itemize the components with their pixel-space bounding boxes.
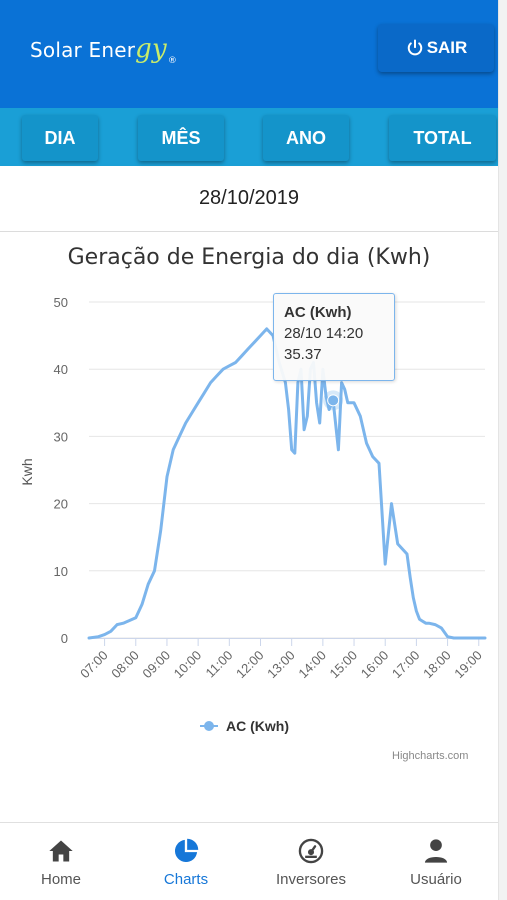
x-tick-label: 11:00: [203, 648, 236, 681]
x-tick-label: 15:00: [327, 648, 361, 682]
chart-tooltip: AC (Kwh) 28/10 14:20 35.37: [273, 293, 395, 381]
x-tick-label: 13:00: [264, 648, 298, 682]
app-header: Solar Energy® SAIR: [0, 0, 498, 108]
scrollbar[interactable]: [498, 0, 507, 900]
y-tick-label: 10: [54, 564, 68, 579]
y-tick-label: 50: [54, 295, 68, 310]
y-tick-label: 30: [54, 429, 68, 444]
nav-charts[interactable]: Charts: [131, 837, 241, 893]
legend-marker: [204, 721, 214, 731]
nav-usuario[interactable]: Usuário: [381, 837, 491, 893]
tooltip-value: 35.37: [284, 346, 322, 363]
y-tick-label: 20: [54, 497, 68, 512]
x-tick-label: 07:00: [77, 648, 111, 682]
selected-date[interactable]: 28/10/2019: [0, 166, 498, 232]
tab-ano[interactable]: ANO: [263, 115, 349, 161]
x-tick-label: 17:00: [389, 648, 423, 682]
logout-button[interactable]: SAIR: [378, 24, 494, 72]
x-tick-label: 19:00: [451, 648, 485, 682]
tab-dia[interactable]: DIA: [22, 115, 98, 161]
x-tick-label: 10:00: [171, 648, 205, 682]
series-line-ac: [87, 327, 487, 640]
power-icon: [407, 39, 422, 56]
energy-chart: Geração de Energia do dia (Kwh) Kwh 0 10 20 3…: [0, 232, 498, 792]
x-tick-label: 16:00: [358, 648, 392, 682]
tab-mes[interactable]: MÊS: [138, 115, 224, 161]
x-tick-label: 08:00: [108, 648, 142, 682]
home-icon: [49, 840, 73, 862]
hover-point: [327, 394, 340, 407]
tooltip-time: 28/10 14:20: [284, 325, 364, 342]
chart-title: Geração de Energia do dia (Kwh): [68, 245, 431, 270]
nav-home[interactable]: Home: [6, 837, 116, 893]
solar-energy-logo: Solar Energy®: [30, 34, 178, 66]
y-axis-title: Kwh: [19, 458, 35, 485]
x-tick-label: 09:00: [139, 648, 173, 682]
nav-inversores[interactable]: Inversores: [256, 837, 366, 893]
bottom-nav: Home Charts Inversores Usuário: [0, 822, 498, 900]
x-tick-label: 14:00: [295, 648, 329, 682]
tooltip-series: AC (Kwh): [284, 304, 352, 321]
period-tabs: DIA MÊS ANO TOTAL: [0, 108, 498, 166]
y-tick-label: 0: [61, 631, 68, 646]
y-tick-label: 40: [54, 362, 68, 377]
user-icon: [424, 839, 448, 863]
x-tick-label: 18:00: [420, 648, 454, 682]
chart-canvas: Geração de Energia do dia (Kwh) Kwh 0 10 20 3…: [19, 245, 487, 734]
legend-label: AC (Kwh): [226, 718, 289, 734]
tab-total[interactable]: TOTAL: [389, 115, 496, 161]
date-label: 28/10/2019: [198, 187, 300, 209]
pie-chart-icon: [174, 838, 199, 863]
x-tick-label: 12:00: [233, 648, 267, 682]
chart-credits[interactable]: Highcharts.com: [392, 750, 469, 762]
gauge-icon: [298, 838, 324, 864]
